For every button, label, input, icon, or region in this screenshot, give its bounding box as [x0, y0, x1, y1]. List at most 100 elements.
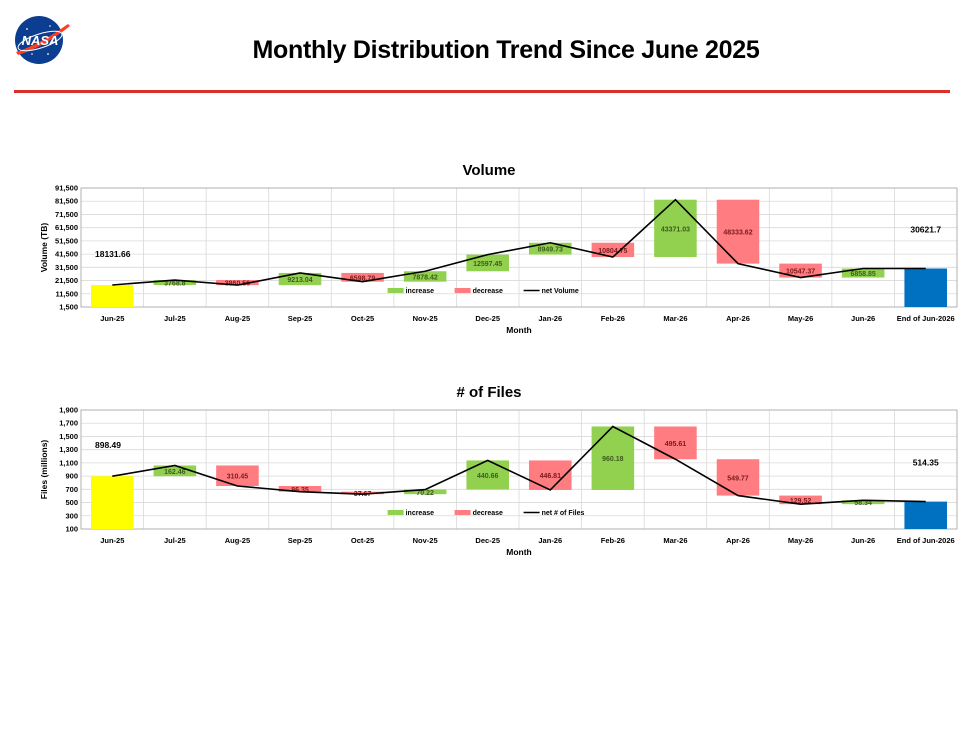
y-tick-label: 51,500	[55, 236, 78, 245]
change-label: 70.22	[416, 490, 434, 497]
increase-bar	[153, 465, 197, 477]
title-divider	[14, 90, 950, 93]
x-tick-label: Jul-25	[164, 314, 186, 323]
volume-chart: Volume 1,500 11,500 21,500 31,500 41,500 51,50…	[39, 162, 958, 335]
start-bar-label: 18131.66	[95, 249, 131, 259]
decrease-bar	[216, 465, 259, 486]
change-label: 162.46	[164, 469, 186, 476]
net-line	[112, 198, 926, 286]
y-tick-label: 1,900	[59, 406, 78, 415]
decrease-bar	[341, 491, 384, 495]
start-bar	[91, 285, 134, 307]
nasa-logo: NASA	[15, 16, 70, 64]
change-label: 3860.56	[225, 281, 250, 288]
x-tick-label: Feb-26	[601, 536, 625, 545]
change-label: 58.34	[854, 500, 872, 507]
x-tick-label: Jun-25	[100, 536, 124, 545]
plot-frame	[80, 187, 958, 308]
increase-bar	[278, 272, 322, 286]
x-tick-label: Aug-25	[225, 536, 250, 545]
chart-title: # of Files	[456, 384, 521, 401]
x-axis-title: Month	[506, 325, 532, 335]
page-title: Monthly Distribution Trend Since June 20…	[252, 36, 760, 64]
legend-increase-label: increase	[406, 510, 435, 517]
x-tick-label: Mar-26	[663, 536, 687, 545]
change-label: 48333.62	[723, 230, 752, 237]
x-axis-title: Month	[506, 547, 532, 557]
change-label: 960.18	[602, 456, 624, 463]
change-label: 3768.8	[164, 281, 186, 288]
change-label: 6858.85	[850, 271, 875, 278]
legend-decrease-swatch	[454, 510, 471, 515]
change-label: 129.52	[790, 498, 812, 505]
change-label: 440.66	[477, 473, 499, 480]
x-tick-label: Nov-25	[413, 314, 438, 323]
change-label: 10804.75	[598, 248, 627, 255]
decrease-bar	[341, 272, 384, 282]
net-line	[112, 425, 926, 505]
increase-bar	[841, 500, 885, 505]
increase-bar	[841, 268, 885, 278]
plot-frame	[80, 409, 958, 530]
change-label: 446.81	[540, 473, 562, 480]
x-tick-label: End of Jun-2026	[897, 536, 955, 545]
x-tick-label: Oct-25	[351, 536, 374, 545]
x-tick-label: Feb-26	[601, 314, 625, 323]
y-tick-label: 11,500	[55, 289, 78, 298]
x-tick-label: Aug-25	[225, 314, 250, 323]
increase-bar	[591, 426, 635, 490]
y-tick-label: 500	[65, 498, 78, 507]
decrease-bar	[278, 485, 322, 492]
start-bar-label: 898.49	[95, 440, 121, 450]
change-label: 10547.37	[786, 269, 815, 276]
x-tick-label: Jan-26	[538, 314, 562, 323]
y-tick-label: 91,500	[55, 184, 78, 193]
change-label: 7878.42	[412, 274, 437, 281]
decrease-bar	[716, 199, 760, 264]
legend-decrease-label: decrease	[473, 510, 503, 517]
x-tick-label: Jan-26	[538, 536, 562, 545]
y-tick-label: 81,500	[55, 197, 78, 206]
decrease-bar	[779, 495, 822, 505]
legend-increase-label: increase	[406, 288, 435, 295]
x-tick-label: Apr-26	[726, 314, 750, 323]
change-label: 12597.45	[473, 261, 502, 268]
x-tick-label: Jun-25	[100, 314, 124, 323]
x-tick-label: Apr-26	[726, 536, 750, 545]
x-tick-label: Sep-25	[288, 536, 313, 545]
decrease-bar	[216, 280, 259, 286]
x-tick-label: Dec-25	[475, 314, 500, 323]
y-tick-label: 1,100	[59, 458, 78, 467]
y-tick-label: 1,700	[59, 419, 78, 428]
logo-vector	[16, 24, 70, 55]
increase-bar	[403, 271, 447, 282]
y-tick-label: 1,500	[59, 303, 78, 312]
change-label: 86.35	[291, 487, 309, 494]
y-tick-label: 41,500	[55, 250, 78, 259]
logo-disc	[15, 16, 63, 64]
logo-text: NASA	[22, 33, 59, 48]
x-tick-label: End of Jun-2026	[897, 314, 955, 323]
decrease-bar	[716, 459, 760, 496]
increase-bar	[466, 460, 509, 490]
x-tick-label: Mar-26	[663, 314, 687, 323]
y-tick-label: 31,500	[55, 263, 78, 272]
legend-net-label: net Volume	[542, 288, 579, 295]
increase-bar	[153, 280, 197, 286]
change-label: 310.45	[227, 474, 249, 481]
x-tick-label: Oct-25	[351, 314, 374, 323]
legend-increase-swatch	[387, 288, 404, 293]
change-label: 6598.79	[350, 275, 375, 282]
change-label: 9213.04	[287, 277, 312, 284]
y-tick-label: 900	[65, 472, 78, 481]
legend-increase-swatch	[387, 510, 404, 515]
x-tick-label: Nov-25	[413, 536, 438, 545]
change-label: 495.61	[665, 441, 687, 448]
increase-bar	[654, 199, 697, 258]
y-axis-title: Files (millions)	[39, 440, 49, 500]
x-tick-label: Jul-25	[164, 536, 186, 545]
end-bar-label: 30621.7	[910, 224, 941, 234]
increase-bar	[466, 254, 509, 272]
y-tick-label: 700	[65, 485, 78, 494]
end-bar	[904, 501, 947, 529]
